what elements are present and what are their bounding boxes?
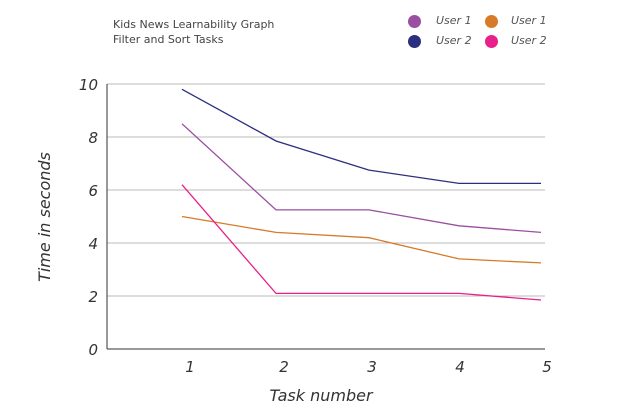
y-tick-label: 4 [88, 235, 98, 253]
x-axis-title: Task number [269, 386, 373, 405]
y-tick-label: 8 [88, 129, 98, 147]
y-tick-label: 6 [88, 182, 98, 200]
x-tick-label: 5 [542, 358, 552, 376]
y-tick-label: 10 [79, 76, 98, 94]
legend-swatch-user1-purple [408, 15, 421, 28]
series-line-2 [181, 215, 542, 264]
chart-subtitle: Filter and Sort Tasks [113, 33, 224, 46]
series-line-0 [181, 123, 542, 234]
y-axis-title: Time in seconds [35, 152, 54, 282]
legend-label-user1-orange: User 1 [511, 14, 547, 27]
legend-label-user2-pink: User 2 [511, 34, 547, 47]
legend-swatch-user1-orange [485, 15, 498, 28]
legend-label-user2-navy: User 2 [436, 34, 472, 47]
series-line-3 [181, 184, 542, 301]
legend-swatch-user2-navy [408, 35, 421, 48]
x-tick-label: 2 [279, 358, 289, 376]
x-tick-label: 1 [185, 358, 195, 376]
legend-swatch-user2-pink [485, 35, 498, 48]
y-tick-label: 0 [88, 341, 98, 359]
legend-label-user1-purple: User 1 [436, 14, 472, 27]
chart-title: Kids News Learnability Graph [113, 18, 275, 31]
y-tick-label: 2 [88, 288, 98, 306]
x-tick-label: 3 [367, 358, 377, 376]
x-tick-label: 4 [455, 358, 465, 376]
series-line-1 [181, 88, 541, 185]
